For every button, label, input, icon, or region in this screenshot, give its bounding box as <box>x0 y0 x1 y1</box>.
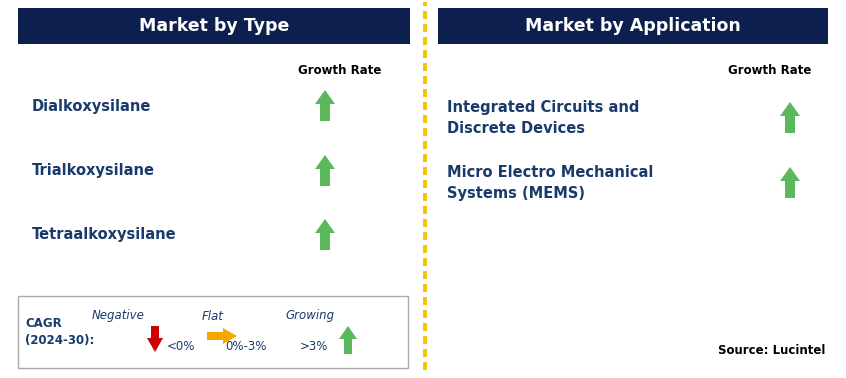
Text: Micro Electro Mechanical
Systems (MEMS): Micro Electro Mechanical Systems (MEMS) <box>447 165 653 201</box>
Text: Integrated Circuits and
Discrete Devices: Integrated Circuits and Discrete Devices <box>447 100 640 136</box>
Polygon shape <box>315 219 335 250</box>
Polygon shape <box>780 102 800 133</box>
Text: Trialkoxysilane: Trialkoxysilane <box>32 164 155 178</box>
Text: Growth Rate: Growth Rate <box>299 64 382 76</box>
Text: Negative: Negative <box>91 310 145 322</box>
Polygon shape <box>315 155 335 186</box>
Text: Growth Rate: Growth Rate <box>728 64 811 76</box>
Polygon shape <box>780 167 800 198</box>
Polygon shape <box>147 326 163 352</box>
Polygon shape <box>207 328 237 344</box>
Text: >3%: >3% <box>300 339 328 353</box>
Text: 0%-3%: 0%-3% <box>225 339 266 353</box>
FancyBboxPatch shape <box>438 8 828 44</box>
Text: Source: Lucintel: Source: Lucintel <box>717 344 825 356</box>
FancyBboxPatch shape <box>18 296 408 368</box>
Text: Tetraalkoxysilane: Tetraalkoxysilane <box>32 228 177 243</box>
FancyBboxPatch shape <box>18 8 410 44</box>
Text: <0%: <0% <box>167 339 195 353</box>
Text: Growing: Growing <box>285 310 334 322</box>
Text: Dialkoxysilane: Dialkoxysilane <box>32 99 151 113</box>
Text: Market by Type: Market by Type <box>139 17 289 35</box>
Text: CAGR
(2024-30):: CAGR (2024-30): <box>25 317 95 347</box>
Polygon shape <box>315 90 335 121</box>
Text: Flat: Flat <box>202 310 224 322</box>
Polygon shape <box>339 326 357 354</box>
Text: Market by Application: Market by Application <box>525 17 741 35</box>
